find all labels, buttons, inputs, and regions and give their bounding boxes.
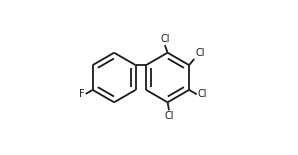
Text: Cl: Cl bbox=[195, 48, 205, 58]
Text: Cl: Cl bbox=[164, 111, 174, 122]
Text: Cl: Cl bbox=[160, 34, 170, 44]
Text: Cl: Cl bbox=[198, 89, 207, 99]
Text: F: F bbox=[79, 89, 84, 99]
